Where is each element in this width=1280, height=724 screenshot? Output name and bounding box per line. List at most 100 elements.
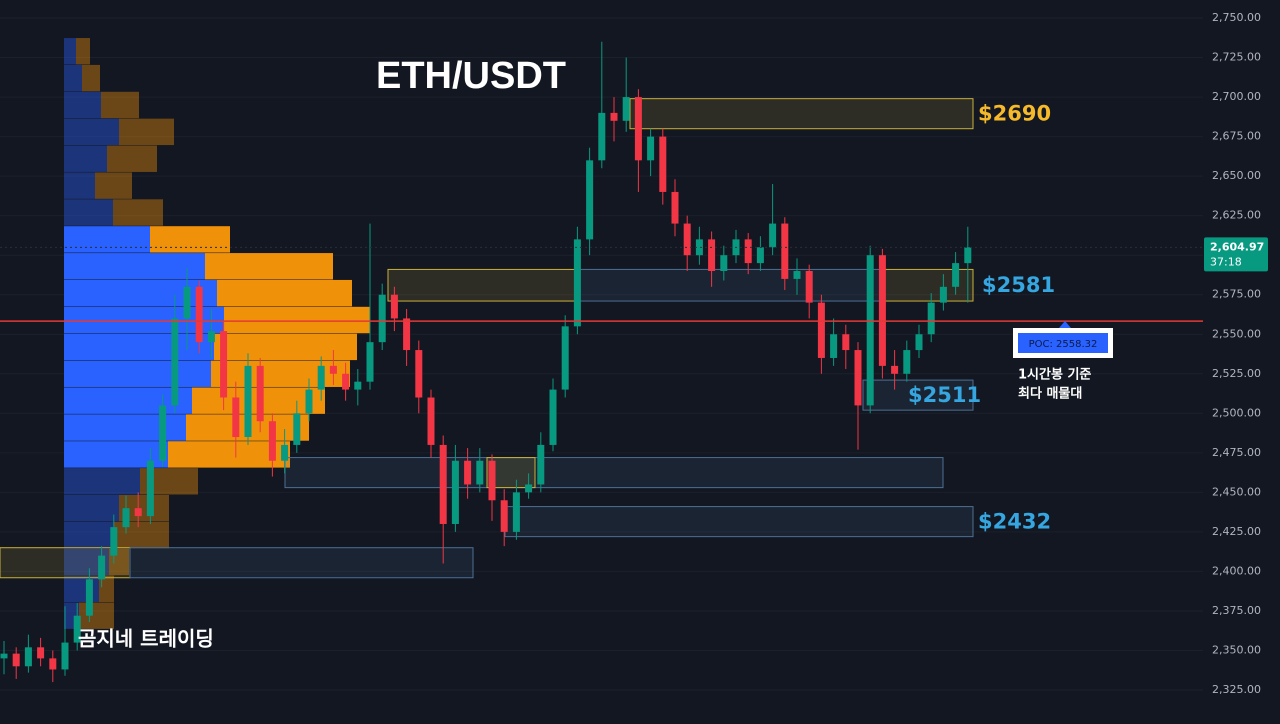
candle-body: [451, 460, 459, 524]
candle-body: [817, 302, 825, 358]
candle-body: [903, 350, 911, 374]
candle-body: [793, 271, 801, 279]
poc-note: 최다 매물대: [1018, 386, 1082, 402]
candle-body: [866, 255, 874, 406]
candle-body: [281, 444, 289, 461]
candle-body: [403, 318, 411, 351]
volume-sell-bar: [119, 118, 174, 146]
candle-body: [378, 294, 386, 343]
candle-body: [939, 286, 947, 303]
last-price-label: 2,604.97: [1210, 240, 1264, 253]
zone-label: $2690: [978, 102, 1051, 126]
candle-body: [598, 112, 606, 161]
volume-buy-bar: [64, 360, 211, 387]
y-tick-label: 2,675.00: [1212, 130, 1261, 143]
zone: [862, 379, 974, 411]
candle-body: [720, 255, 728, 272]
y-tick-label: 2,325.00: [1212, 683, 1261, 696]
candle-body: [610, 112, 618, 121]
zone-label: $2511: [908, 383, 981, 407]
candle-body: [573, 239, 581, 327]
candle-body: [12, 653, 20, 667]
volume-sell-bar: [205, 253, 333, 280]
volume-buy-bar: [64, 145, 107, 172]
y-tick-label: 2,650.00: [1212, 169, 1261, 182]
poc-note: 1시간봉 기준: [1018, 367, 1091, 383]
volume-sell-bar: [82, 64, 100, 92]
zone: [574, 268, 881, 302]
zone: [387, 268, 576, 302]
y-tick-label: 2,550.00: [1212, 327, 1261, 340]
volume-buy-bar: [64, 253, 205, 280]
volume-buy-bar: [64, 172, 95, 199]
candle-body: [842, 334, 850, 351]
candle-body: [329, 365, 337, 374]
zone: [504, 506, 974, 538]
candle-body: [805, 271, 813, 303]
candle-body: [354, 381, 362, 390]
volume-sell-bar: [95, 172, 132, 199]
volume-buy-bar: [64, 279, 217, 307]
volume-buy-bar: [64, 91, 101, 119]
volume-buy-bar: [64, 575, 99, 603]
candle-body: [622, 97, 630, 121]
candle-body: [244, 365, 252, 438]
candle-body: [769, 223, 777, 248]
chart-title: ETH/USDT: [376, 55, 566, 97]
volume-buy-bar: [64, 494, 119, 522]
candle-body: [756, 247, 764, 264]
candle-body: [830, 334, 838, 358]
candle-body: [415, 350, 423, 398]
candle-body: [98, 555, 106, 580]
candle-body: [634, 97, 642, 161]
volume-sell-bar: [214, 333, 357, 361]
candle-body: [220, 331, 228, 398]
volume-sell-bar: [224, 306, 370, 334]
zone: [129, 547, 474, 579]
zone-label: $2581: [982, 273, 1055, 297]
y-tick-label: 2,450.00: [1212, 485, 1261, 498]
candle-body: [110, 527, 118, 556]
volume-buy-bar: [64, 333, 214, 361]
candle-body: [366, 342, 374, 382]
candle-body: [781, 223, 789, 279]
candle-body: [586, 160, 594, 240]
volume-buy-bar: [64, 38, 76, 65]
candle-body: [159, 405, 167, 461]
candle-body: [854, 350, 862, 406]
volume-sell-bar: [114, 521, 169, 549]
candle-body: [183, 286, 191, 319]
volume-sell-bar: [211, 360, 350, 387]
watermark: 곰지네 트레이딩: [78, 627, 214, 651]
y-tick-label: 2,350.00: [1212, 643, 1261, 656]
volume-buy-bar: [64, 521, 114, 549]
poc-pointer: [1059, 321, 1071, 328]
candle-body: [549, 389, 557, 445]
y-tick-label: 2,625.00: [1212, 209, 1261, 222]
candle-body: [37, 647, 45, 659]
volume-buy-bar: [64, 468, 140, 495]
poc-label: POC: 2558.32: [1029, 339, 1098, 350]
candle-body: [122, 508, 130, 528]
candle-body: [268, 421, 276, 461]
candle-body: [708, 239, 716, 272]
candle-body: [439, 444, 447, 524]
candle-body: [488, 460, 496, 501]
candle-body: [878, 255, 886, 366]
candle-body: [61, 642, 69, 670]
zone-label: $2432: [978, 510, 1051, 534]
zone: [284, 457, 944, 489]
volume-sell-bar: [150, 226, 230, 253]
candle-body: [891, 365, 899, 374]
y-tick-label: 2,375.00: [1212, 604, 1261, 617]
candle-body: [0, 653, 8, 659]
zone: [629, 98, 974, 130]
y-tick-label: 2,475.00: [1212, 446, 1261, 459]
candle-body: [537, 444, 545, 485]
candle-body: [207, 331, 215, 343]
last-price-tag: [1204, 237, 1268, 272]
candle-body: [561, 326, 569, 390]
candle-body: [171, 318, 179, 406]
volume-sell-bar: [113, 199, 163, 226]
